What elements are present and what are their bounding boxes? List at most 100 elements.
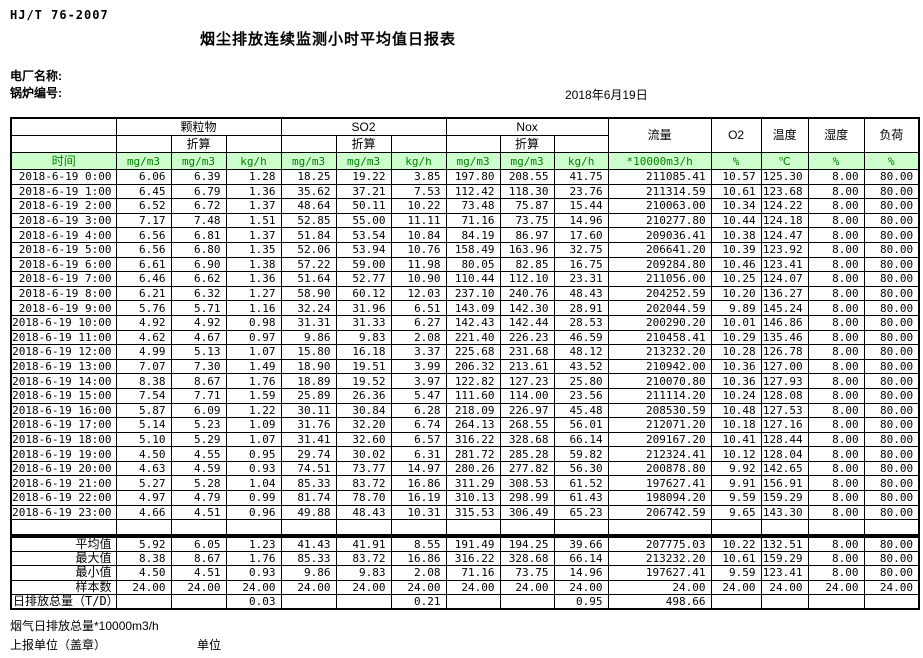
value-cell: 6.61 — [115, 256, 172, 273]
row-label-cell: 2018-6-19 4:00 — [10, 227, 117, 243]
value-cell: 204252.59 — [607, 285, 712, 302]
blank-cell — [710, 519, 762, 536]
value-cell — [760, 593, 809, 610]
value-cell: 10.48 — [710, 402, 762, 419]
value-cell: 6.51 — [390, 300, 447, 316]
value-cell: 32.60 — [335, 431, 392, 448]
value-cell: 73.75 — [499, 212, 555, 229]
value-cell: 23.76 — [553, 183, 609, 200]
value-cell: 9.83 — [335, 565, 392, 581]
value-cell: 213232.20 — [607, 344, 712, 360]
value-cell: 18.25 — [280, 169, 337, 185]
value-cell: 7.53 — [390, 183, 447, 200]
value-cell: 59.82 — [553, 446, 609, 462]
value-cell: 10.29 — [710, 329, 762, 346]
value-cell: 6.62 — [170, 271, 227, 287]
hourly-data-table: 颗粒物 SO2 Nox 流量 O2 温度 湿度 负荷 折算 折算 折算 — [10, 117, 921, 536]
value-cell: 1.35 — [225, 241, 282, 258]
value-cell: 5.13 — [170, 344, 227, 360]
value-cell — [807, 593, 865, 610]
table-row: 2018-6-19 16:00 5.87 6.09 1.22 30.11 30.84 6.2… — [10, 402, 920, 419]
value-cell: 48.43 — [553, 285, 609, 302]
value-cell: 9.92 — [710, 460, 762, 477]
value-cell: 9.89 — [710, 300, 762, 316]
unit-cell: % — [807, 152, 865, 170]
value-cell: 7.71 — [170, 387, 227, 404]
value-cell: 0.95 — [225, 446, 282, 462]
time-col-blank-cell — [10, 117, 117, 136]
value-cell: 8.38 — [115, 551, 172, 567]
value-cell: 80.00 — [863, 169, 920, 185]
value-cell: 41.43 — [280, 536, 337, 553]
value-cell: 18.90 — [280, 358, 337, 375]
blank-cell — [170, 519, 227, 536]
value-cell: 80.00 — [863, 490, 920, 506]
unit-cell: kg/h — [390, 152, 447, 170]
value-cell: 1.49 — [225, 358, 282, 375]
value-cell — [499, 593, 555, 610]
value-cell: 10.28 — [710, 344, 762, 360]
value-cell: 142.44 — [499, 314, 555, 331]
table-row: 2018-6-19 21:00 5.27 5.28 1.04 85.33 83.72 16.… — [10, 475, 920, 492]
table-row: 2018-6-19 18:00 5.10 5.29 1.07 31.41 32.60 6.5… — [10, 431, 920, 448]
value-cell: 16.86 — [390, 551, 447, 567]
value-cell: 285.28 — [499, 446, 555, 462]
value-cell: 328.68 — [499, 551, 555, 567]
value-cell: 53.94 — [335, 241, 392, 258]
value-cell: 86.97 — [499, 227, 555, 243]
value-cell: 1.27 — [225, 285, 282, 302]
value-cell: 5.47 — [390, 387, 447, 404]
value-cell: 32.20 — [335, 417, 392, 433]
value-cell: 6.56 — [115, 227, 172, 243]
value-cell: 159.29 — [760, 490, 809, 506]
value-cell: 73.48 — [445, 198, 501, 214]
unit-cell: ℃ — [760, 152, 809, 170]
value-cell: 158.49 — [445, 241, 501, 258]
value-cell: 8.00 — [807, 551, 865, 567]
value-cell: 24.00 — [760, 579, 809, 595]
value-cell: 237.10 — [445, 285, 501, 302]
col-humidity: 湿度 — [807, 117, 865, 153]
value-cell: 8.67 — [170, 551, 227, 567]
row-label-cell: 2018-6-19 14:00 — [10, 373, 117, 389]
value-cell: 126.78 — [760, 344, 809, 360]
value-cell: 8.00 — [807, 271, 865, 287]
value-cell: 7.48 — [170, 212, 227, 229]
value-cell: 6.90 — [170, 256, 227, 273]
table-row: 2018-6-19 0:00 6.06 6.39 1.28 18.25 19.22 3.85… — [10, 169, 920, 185]
value-cell: 210942.00 — [607, 358, 712, 375]
row-label-cell: 最大值 — [10, 551, 117, 567]
value-cell: 4.51 — [170, 504, 227, 521]
value-cell: 14.96 — [553, 565, 609, 581]
value-cell: 200878.80 — [607, 460, 712, 477]
value-cell: 51.84 — [280, 227, 337, 243]
value-cell: 143.09 — [445, 300, 501, 316]
table-row: 2018-6-19 14:00 8.38 8.67 1.76 18.89 19.52 3.9… — [10, 373, 920, 389]
value-cell: 8.00 — [807, 358, 865, 375]
blank-cell — [115, 135, 172, 153]
value-cell: 74.51 — [280, 460, 337, 477]
value-cell: 127.53 — [760, 402, 809, 419]
value-cell: 24.00 — [807, 579, 865, 595]
value-cell: 0.21 — [390, 593, 447, 610]
value-cell: 124.07 — [760, 271, 809, 287]
value-cell: 8.00 — [807, 241, 865, 258]
value-cell: 1.38 — [225, 256, 282, 273]
blank-cell — [807, 519, 865, 536]
value-cell: 60.12 — [335, 285, 392, 302]
converted-header-row: 折算 折算 折算 — [10, 135, 919, 153]
value-cell: 10.36 — [710, 373, 762, 389]
table-row: 样本数 24.00 24.00 24.00 24.00 24.00 24.00 24.00 24… — [10, 579, 920, 595]
value-cell: 8.00 — [807, 402, 865, 419]
table-row: 2018-6-19 22:00 4.97 4.79 0.99 81.74 78.70 16.… — [10, 490, 920, 506]
value-cell: 1.23 — [225, 536, 282, 553]
col-temperature: 温度 — [760, 117, 809, 153]
value-cell: 7.30 — [170, 358, 227, 375]
table-row: 2018-6-19 2:00 6.52 6.72 1.37 48.64 50.11 10.2… — [10, 198, 920, 214]
value-cell: 37.21 — [335, 183, 392, 200]
value-cell: 41.91 — [335, 536, 392, 553]
value-cell: 9.86 — [280, 565, 337, 581]
value-cell: 6.56 — [115, 241, 172, 258]
value-cell: 8.00 — [807, 169, 865, 185]
unit-cell: kg/h — [553, 152, 609, 170]
